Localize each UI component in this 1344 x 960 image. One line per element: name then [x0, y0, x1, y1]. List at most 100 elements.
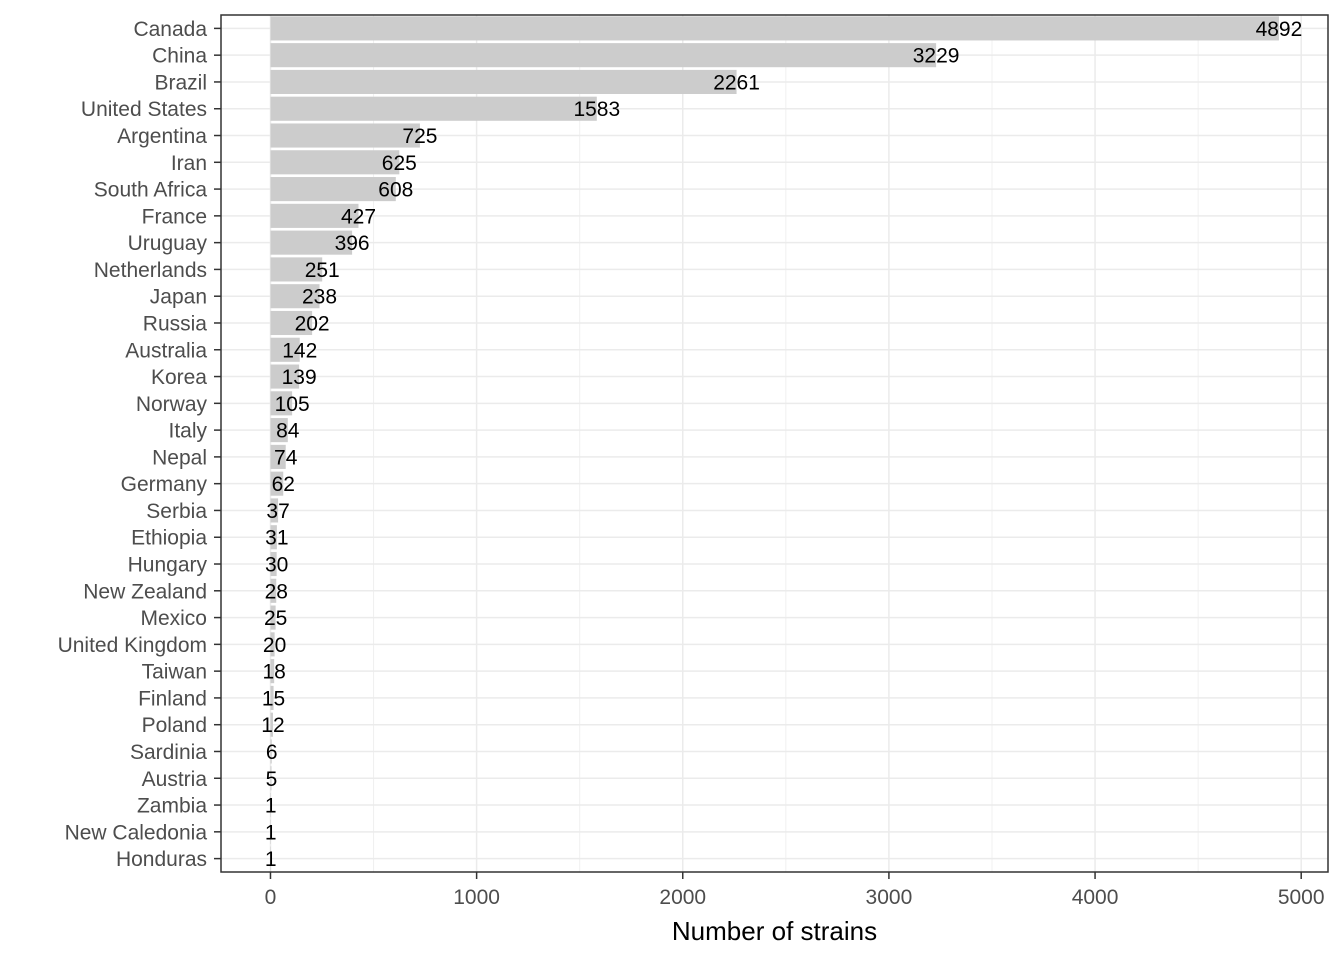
data-label: 2261: [713, 71, 760, 94]
data-label: 3229: [913, 45, 960, 68]
data-label: 6: [266, 741, 278, 764]
data-label: 62: [272, 473, 295, 496]
x-tick-label: 5000: [1278, 886, 1325, 909]
y-axis: Canada China Brazil United States Argentina I…: [58, 18, 221, 871]
data-label: 30: [265, 554, 288, 577]
data-label: 427: [341, 205, 376, 228]
data-label: 18: [263, 661, 286, 684]
bars: [270, 16, 1279, 871]
x-tick-label: 0: [265, 886, 277, 909]
bar: [270, 578, 277, 603]
data-label: 20: [263, 634, 286, 657]
category-label: Russia: [143, 312, 208, 335]
data-label: 1583: [573, 98, 620, 121]
category-label: China: [152, 45, 207, 68]
data-label: 74: [274, 446, 298, 469]
category-label: Austria: [142, 768, 208, 791]
x-axis: 0 1000 2000 3000 4000 5000: [265, 872, 1325, 909]
category-label: Finland: [138, 687, 207, 710]
data-label: 625: [382, 152, 417, 175]
category-label: Ethiopia: [131, 527, 207, 550]
x-tick-label: 3000: [866, 886, 913, 909]
bar: [270, 364, 300, 389]
category-label: Uruguay: [128, 232, 208, 255]
category-label: Honduras: [116, 848, 207, 871]
bar: [270, 632, 275, 657]
category-label: Iran: [171, 152, 207, 175]
bar: [270, 284, 320, 309]
bar: [270, 150, 400, 175]
bar: [270, 257, 323, 282]
data-label: 28: [265, 580, 288, 603]
data-label: 1: [265, 848, 277, 871]
bar: [270, 177, 396, 202]
bar: [270, 471, 284, 496]
data-labels: 4892322922611583725625608427396251238202…: [261, 18, 1302, 871]
bar: [270, 123, 420, 148]
category-label: France: [142, 205, 207, 228]
data-label: 202: [295, 312, 330, 335]
category-label: Netherlands: [94, 259, 207, 282]
data-label: 15: [262, 687, 285, 710]
category-label: Hungary: [128, 554, 208, 577]
data-label: 5: [266, 768, 278, 791]
data-label: 396: [335, 232, 370, 255]
x-tick-label: 2000: [659, 886, 706, 909]
category-label: South Africa: [94, 179, 208, 202]
data-label: 37: [266, 500, 289, 523]
bar: [270, 69, 737, 95]
bar: [270, 846, 271, 871]
x-tick-label: 1000: [453, 886, 500, 909]
category-label: Germany: [121, 473, 208, 496]
data-label: 4892: [1256, 18, 1303, 41]
category-label: Poland: [142, 714, 207, 737]
data-label: 1: [265, 795, 277, 818]
category-label: Taiwan: [142, 661, 207, 684]
category-label: New Caledonia: [65, 821, 208, 844]
category-label: Canada: [133, 18, 207, 41]
bar: [270, 310, 313, 336]
bar: [270, 819, 271, 844]
data-label: 105: [275, 393, 310, 416]
category-label: Norway: [136, 393, 208, 416]
category-label: Sardinia: [130, 741, 207, 764]
data-label: 139: [282, 366, 317, 389]
category-label: Japan: [150, 286, 207, 309]
panel-border: [220, 14, 1329, 873]
data-label: 251: [305, 259, 340, 282]
bar: [270, 337, 300, 362]
bar: [270, 43, 937, 68]
bar: [270, 96, 597, 121]
category-label: United States: [81, 98, 207, 121]
x-tick-label: 4000: [1072, 886, 1119, 909]
bar: [270, 685, 274, 710]
category-label: Korea: [151, 366, 207, 389]
bar: [270, 498, 279, 523]
bar: [270, 525, 277, 550]
data-label: 12: [261, 714, 284, 737]
data-label: 608: [378, 179, 413, 202]
bar: [270, 444, 286, 469]
category-label: Brazil: [154, 71, 207, 94]
data-label: 25: [264, 607, 287, 630]
category-label: United Kingdom: [58, 634, 207, 657]
bar: [270, 551, 277, 577]
category-label: Italy: [168, 420, 207, 443]
category-label: Mexico: [140, 607, 207, 630]
x-axis-title: Number of strains: [672, 916, 877, 946]
bar: [270, 230, 353, 255]
bar: [270, 16, 1279, 41]
data-label: 725: [402, 125, 437, 148]
category-label: Zambia: [137, 795, 207, 818]
bar: [270, 739, 272, 764]
category-label: New Zealand: [83, 580, 207, 603]
category-label: Nepal: [152, 446, 207, 469]
bar: [270, 391, 293, 416]
bar: [270, 418, 288, 443]
category-label: Argentina: [117, 125, 207, 148]
bar: [270, 792, 271, 818]
data-label: 1: [265, 821, 277, 844]
data-label: 238: [302, 286, 337, 309]
